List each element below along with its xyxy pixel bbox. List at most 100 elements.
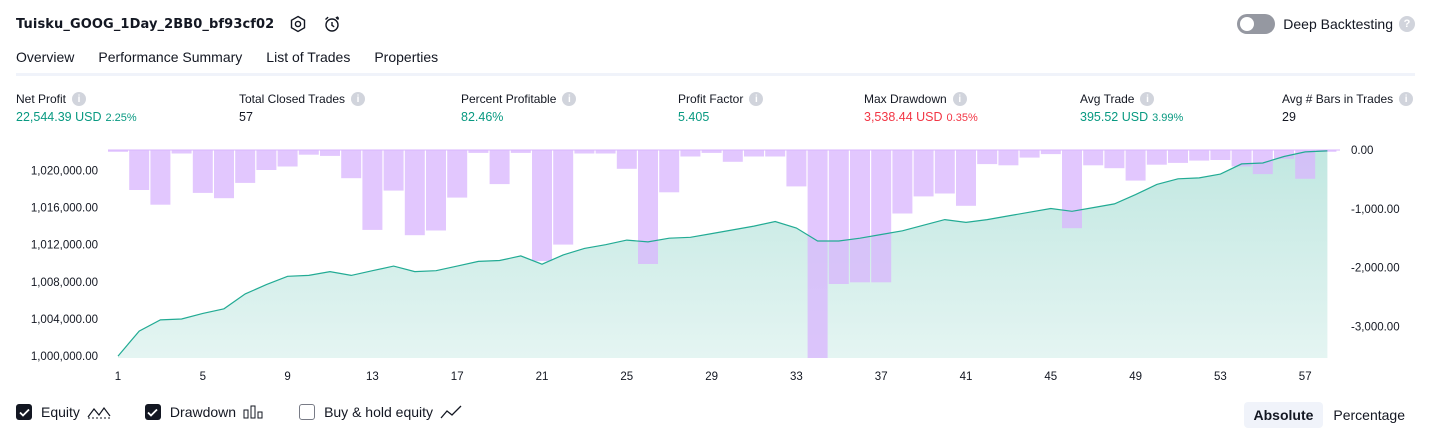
metric-net-profit: Net Profit i 22,544.39 USD 2.25% — [16, 92, 137, 124]
legend-buy-hold[interactable]: Buy & hold equity — [299, 404, 462, 420]
drawdown-bar — [744, 150, 764, 157]
metric-profit-factor: Profit Factor i 5.405 — [678, 92, 764, 124]
drawdown-bar — [977, 150, 998, 165]
legend-drawdown[interactable]: Drawdown — [144, 404, 265, 420]
equity-line — [117, 150, 1328, 357]
info-icon[interactable]: i — [749, 92, 764, 106]
drawdown-bar — [510, 150, 531, 153]
area-line-icon — [87, 405, 111, 419]
metric-total-closed-trades: Total Closed Trades i 57 — [239, 92, 366, 124]
x-axis-tick: 17 — [451, 371, 464, 383]
drawdown-bar — [150, 150, 171, 205]
deep-backtesting-label: Deep Backtesting — [1283, 16, 1393, 32]
line-chart-icon — [440, 405, 462, 419]
absolute-button[interactable]: Absolute — [1243, 402, 1324, 428]
info-icon[interactable]: i — [351, 92, 366, 106]
right-axis-tick: -1,000.00 — [1351, 204, 1400, 216]
left-axis-tick: 1,000,000.00 — [31, 351, 98, 363]
drawdown-bar — [404, 150, 425, 236]
drawdown-bar — [298, 150, 319, 155]
bar-chart-icon — [243, 405, 265, 419]
drawdown-bar — [108, 150, 128, 152]
legend-equity[interactable]: Equity — [16, 404, 111, 420]
drawdown-bar — [447, 150, 468, 198]
drawdown-bar — [1189, 150, 1210, 161]
drawdown-bar — [913, 150, 934, 197]
drawdown-bar — [1146, 150, 1167, 165]
drawdown-bar — [1040, 150, 1061, 155]
metric-value: 5.405 — [678, 110, 710, 124]
metric-label: Net Profit — [16, 92, 67, 106]
left-axis-tick: 1,012,000.00 — [31, 240, 98, 252]
settings-icon[interactable] — [288, 14, 308, 34]
metric-value: 395.52 USD — [1080, 110, 1149, 124]
metric-value: 3,538.44 USD — [864, 110, 943, 124]
buy-hold-checkbox[interactable] — [299, 404, 316, 420]
drawdown-bar — [362, 150, 383, 230]
drawdown-bar — [1274, 150, 1294, 159]
strategy-title: Tuisku_GOOG_1Day_2BB0_bf93cf02 — [16, 16, 275, 32]
drawdown-checkbox[interactable] — [144, 404, 161, 420]
drawdown-bar — [595, 150, 616, 154]
help-icon[interactable]: ? — [1399, 16, 1415, 32]
drawdown-bar — [871, 150, 892, 283]
metric-value: 29 — [1282, 110, 1296, 124]
drawdown-bar — [277, 150, 298, 167]
percentage-button[interactable]: Percentage — [1333, 407, 1405, 423]
drawdown-bar — [616, 150, 637, 169]
metric-percent: 2.25% — [105, 112, 137, 124]
drawdown-bar — [426, 150, 446, 231]
metric-value: 57 — [239, 110, 253, 124]
drawdown-bar — [256, 150, 277, 170]
metric-max-drawdown: Max Drawdown i 3,538.44 USD 0.35% — [864, 92, 978, 124]
tab-list-of-trades[interactable]: List of Trades — [266, 49, 351, 65]
metric-percent: 3.99% — [1152, 112, 1184, 124]
tab-properties[interactable]: Properties — [374, 49, 439, 65]
info-icon[interactable]: i — [1140, 92, 1155, 106]
drawdown-bar — [934, 150, 955, 194]
mode-switch: Absolute Percentage — [1243, 402, 1416, 428]
deep-backtesting-toggle[interactable] — [1237, 14, 1276, 34]
equity-checkbox[interactable] — [16, 404, 32, 420]
drawdown-bar — [1125, 150, 1146, 181]
info-icon[interactable]: i — [72, 92, 87, 106]
equity-drawdown-chart[interactable]: 1,000,000.00 1,004,000.00 1,008,000.00 1,01… — [0, 138, 1431, 396]
drawdown-bar — [468, 150, 489, 153]
info-icon[interactable]: i — [952, 92, 967, 106]
alarm-clock-icon[interactable] — [322, 14, 342, 34]
drawdown-bar — [214, 150, 234, 199]
drawdown-bar — [1210, 150, 1231, 160]
x-axis-tick: 25 — [620, 371, 633, 383]
left-axis-tick: 1,008,000.00 — [31, 277, 98, 289]
legend-label: Drawdown — [169, 404, 237, 420]
metric-label: Max Drawdown — [864, 92, 947, 106]
drawdown-bar — [1231, 150, 1252, 167]
x-axis-tick: 13 — [366, 371, 379, 383]
legend-label: Equity — [41, 404, 80, 420]
drawdown-bar — [786, 150, 807, 187]
x-axis-tick: 5 — [200, 371, 206, 383]
x-axis-tick: 21 — [536, 371, 549, 383]
drawdown-bar — [828, 150, 849, 284]
drawdown-bar — [1104, 150, 1125, 169]
info-icon[interactable]: i — [562, 92, 577, 106]
drawdown-bar — [383, 150, 404, 191]
drawdown-bar — [638, 150, 658, 264]
x-axis-tick: 49 — [1129, 371, 1142, 383]
metric-avg-bars: Avg # Bars in Trades i 29 — [1282, 92, 1414, 124]
tab-bar: Overview Performance Summary List of Tra… — [16, 46, 462, 76]
x-axis-tick: 37 — [875, 371, 888, 383]
drawdown-bar — [765, 150, 786, 157]
drawdown-bar — [701, 150, 722, 153]
info-icon[interactable]: i — [1399, 92, 1414, 106]
tab-performance-summary[interactable]: Performance Summary — [98, 49, 243, 65]
drawdown-bar — [892, 150, 913, 214]
metric-percent: 0.35% — [946, 112, 978, 124]
right-axis-tick: -2,000.00 — [1351, 263, 1400, 275]
metric-label: Profit Factor — [678, 92, 744, 106]
drawdown-bar — [192, 150, 213, 193]
metric-percent-profitable: Percent Profitable i 82.46% — [461, 92, 577, 124]
tab-overview[interactable]: Overview — [16, 46, 75, 76]
x-axis-tick: 1 — [115, 371, 121, 383]
metric-label: Avg Trade — [1080, 92, 1135, 106]
